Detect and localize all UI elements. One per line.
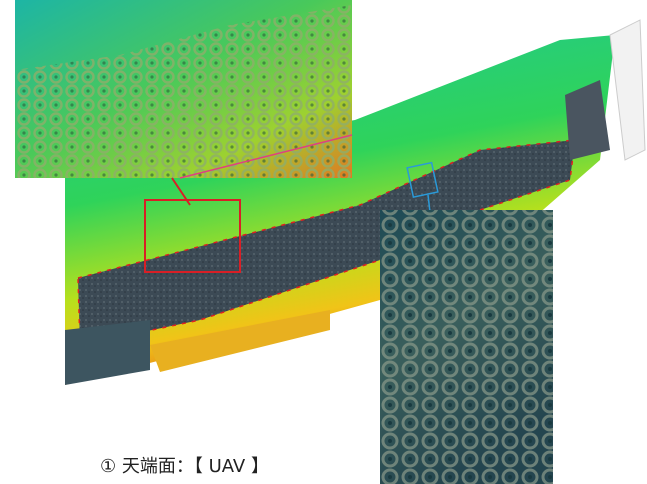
caption: ① 天端面：【 UAV 】 (100, 452, 269, 478)
survey-figure (0, 0, 647, 484)
zoom-inset-top (15, 0, 352, 178)
page: {"caption": "① 天端面：【 UAV 】"} (0, 0, 647, 484)
zoom-inset-right (380, 210, 553, 484)
